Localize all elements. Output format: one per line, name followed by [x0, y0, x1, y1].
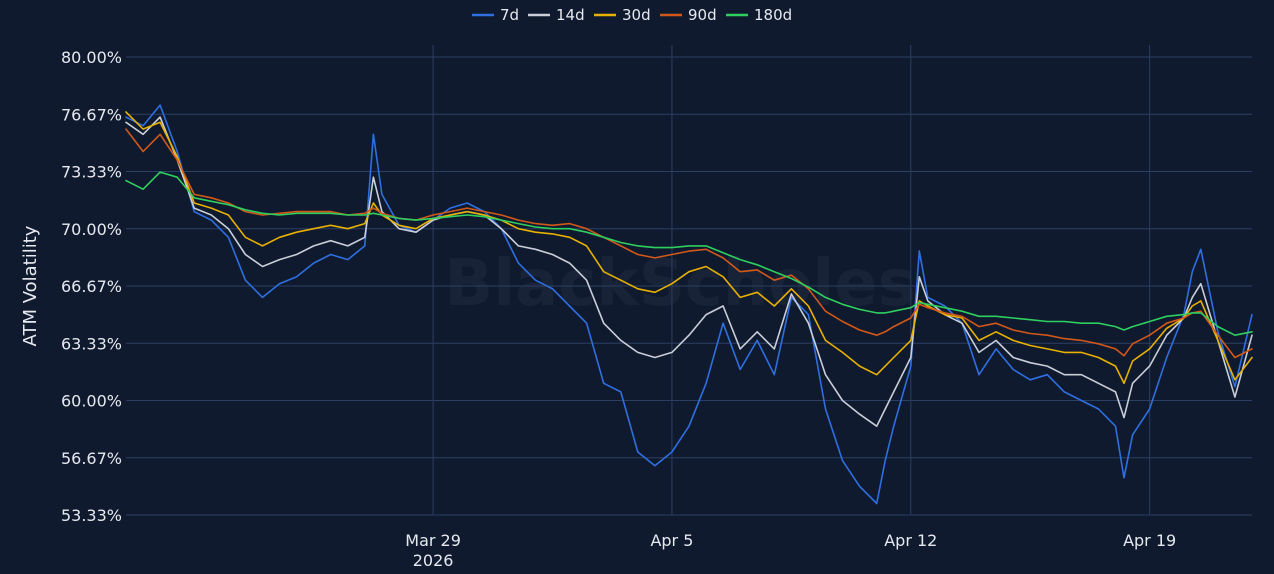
series-line-180d — [125, 171, 1253, 336]
legend-label: 180d — [754, 6, 792, 24]
x-tick-label: Mar 29 — [405, 531, 461, 550]
x-tick-label: Apr 12 — [884, 531, 937, 550]
legend-label: 7d — [500, 6, 519, 24]
series-line-30d — [125, 111, 1253, 385]
legend-item-30d[interactable]: 30d — [594, 6, 651, 24]
legend[interactable]: 7d 14d 30d 90d 180d — [472, 6, 792, 24]
y-axis-label: ATM Volatility — [20, 225, 41, 346]
x-tick-label: Apr 5 — [650, 531, 693, 550]
legend-item-180d[interactable]: 180d — [726, 6, 792, 24]
y-tick-label: 76.67% — [61, 105, 122, 124]
y-tick-label: 80.00% — [61, 48, 122, 67]
legend-item-14d[interactable]: 14d — [528, 6, 585, 24]
series-line-14d — [125, 116, 1253, 427]
y-tick-label: 60.00% — [61, 392, 122, 411]
axes: 53.33% 56.67% 60.00% 63.33% 66.67% 70.00% 73.3… — [61, 48, 1176, 570]
y-tick-label: 73.33% — [61, 163, 122, 182]
y-tick-label: 63.33% — [61, 334, 122, 353]
legend-item-90d[interactable]: 90d — [660, 6, 717, 24]
x-tick-label: Apr 19 — [1123, 531, 1176, 550]
watermark: BlackScholes — [444, 247, 915, 321]
series-lines — [125, 104, 1253, 505]
legend-label: 90d — [688, 6, 717, 24]
series-line-7d — [125, 104, 1253, 505]
y-tick-label: 53.33% — [61, 506, 122, 525]
legend-label: 14d — [556, 6, 585, 24]
y-tick-label: 66.67% — [61, 277, 122, 296]
y-tick-label: 70.00% — [61, 220, 122, 239]
legend-label: 30d — [622, 6, 651, 24]
legend-item-7d[interactable]: 7d — [472, 6, 519, 24]
x-tick-sublabel: 2026 — [413, 551, 454, 570]
y-tick-label: 56.67% — [61, 449, 122, 468]
series-line-90d — [125, 128, 1253, 359]
